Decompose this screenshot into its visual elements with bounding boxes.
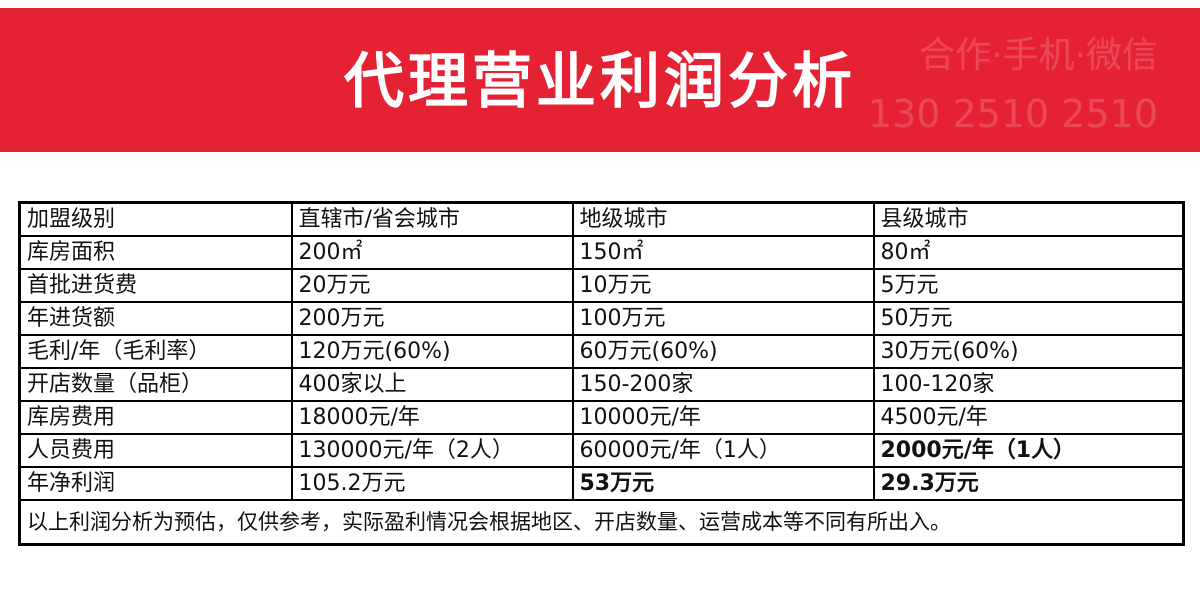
- table-cell: 10000元/年: [571, 400, 875, 435]
- table-cell: 400家以上: [290, 367, 574, 402]
- row-label: 人员费用: [18, 433, 293, 468]
- header-cell-county-city: 县级城市: [872, 201, 1185, 237]
- table-cell: 100万元: [571, 301, 875, 336]
- table-cell: 60万元(60%): [571, 334, 875, 369]
- table-row: 首批进货费 20万元 10万元 5万元: [18, 268, 1185, 303]
- watermark-contact-label: 合作·手机·微信: [919, 35, 1158, 76]
- table-cell: 4500元/年: [872, 400, 1185, 435]
- watermark-phone-number: 130 2510 2510: [867, 92, 1158, 136]
- row-label: 年净利润: [18, 466, 293, 501]
- header-cell-level: 加盟级别: [18, 201, 293, 237]
- table-cell: 120万元(60%): [290, 334, 574, 369]
- table-cell: 50万元: [872, 301, 1185, 336]
- table-cell: 18000元/年: [290, 400, 574, 435]
- table-row: 年净利润 105.2万元 53万元 29.3万元: [18, 466, 1185, 501]
- table-cell: 130000元/年（2人）: [290, 433, 574, 468]
- table-cell: 30万元(60%): [872, 334, 1185, 369]
- table-cell: 200㎡: [290, 235, 574, 270]
- row-label: 年进货额: [18, 301, 293, 336]
- table-cell: 150-200家: [571, 367, 875, 402]
- page-title: 代理营业利润分析: [344, 47, 856, 117]
- table-row: 开店数量（品柜） 400家以上 150-200家 100-120家: [18, 367, 1185, 402]
- profit-analysis-table: 加盟级别 直辖市/省会城市 地级城市 县级城市 库房面积 200㎡ 150㎡ 8…: [18, 201, 1185, 546]
- disclaimer-note: 以上利润分析为预估，仅供参考，实际盈利情况会根据地区、开店数量、运营成本等不同有…: [18, 499, 1185, 546]
- table-row: 年进货额 200万元 100万元 50万元: [18, 301, 1185, 336]
- row-label: 毛利/年（毛利率）: [18, 334, 293, 369]
- table-cell: 100-120家: [872, 367, 1185, 402]
- table-cell: 5万元: [872, 268, 1185, 303]
- table-cell: 150㎡: [571, 235, 875, 270]
- table-row: 库房面积 200㎡ 150㎡ 80㎡: [18, 235, 1185, 270]
- row-label: 库房面积: [18, 235, 293, 270]
- table-cell: 20万元: [290, 268, 574, 303]
- title-banner: 代理营业利润分析 合作·手机·微信 130 2510 2510: [0, 8, 1200, 152]
- row-label: 库房费用: [18, 400, 293, 435]
- table-row: 人员费用 130000元/年（2人） 60000元/年（1人） 2000元/年（…: [18, 433, 1185, 468]
- table-row: 毛利/年（毛利率） 120万元(60%) 60万元(60%) 30万元(60%): [18, 334, 1185, 369]
- table-cell: 60000元/年（1人）: [571, 433, 875, 468]
- table-cell: 53万元: [571, 466, 875, 501]
- table-cell: 200万元: [290, 301, 574, 336]
- table-cell: 10万元: [571, 268, 875, 303]
- row-label: 首批进货费: [18, 268, 293, 303]
- header-cell-prefecture-city: 地级城市: [571, 201, 875, 237]
- table-note-row: 以上利润分析为预估，仅供参考，实际盈利情况会根据地区、开店数量、运营成本等不同有…: [18, 499, 1185, 546]
- table-row: 库房费用 18000元/年 10000元/年 4500元/年: [18, 400, 1185, 435]
- table-cell: 2000元/年（1人）: [872, 433, 1185, 468]
- row-label: 开店数量（品柜）: [18, 367, 293, 402]
- table-cell: 105.2万元: [290, 466, 574, 501]
- header-cell-provincial-city: 直辖市/省会城市: [290, 201, 574, 237]
- table-cell: 29.3万元: [872, 466, 1185, 501]
- table-cell: 80㎡: [872, 235, 1185, 270]
- table-header-row: 加盟级别 直辖市/省会城市 地级城市 县级城市: [18, 201, 1185, 237]
